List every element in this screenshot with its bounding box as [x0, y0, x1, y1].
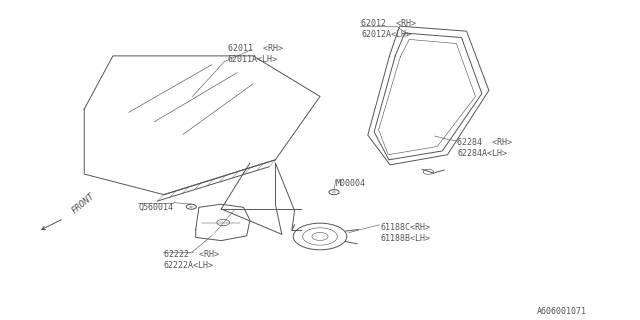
- Text: 61188C<RH>: 61188C<RH>: [381, 223, 431, 232]
- Text: Q560014: Q560014: [138, 203, 173, 212]
- Text: 62284A<LH>: 62284A<LH>: [457, 149, 507, 158]
- Text: 62011  <RH>: 62011 <RH>: [228, 44, 283, 53]
- Text: FRONT: FRONT: [70, 191, 97, 215]
- Text: 61188B<LH>: 61188B<LH>: [381, 234, 431, 243]
- Text: 62011A<LH>: 62011A<LH>: [228, 55, 278, 64]
- Text: M00004: M00004: [336, 179, 366, 188]
- Text: 62012A<LH>: 62012A<LH>: [362, 30, 412, 39]
- Text: A606001071: A606001071: [537, 307, 587, 316]
- Text: 62222  <RH>: 62222 <RH>: [164, 250, 219, 259]
- Text: 62284  <RH>: 62284 <RH>: [457, 138, 512, 147]
- Text: 62012  <RH>: 62012 <RH>: [362, 19, 417, 28]
- Text: 62222A<LH>: 62222A<LH>: [164, 261, 214, 270]
